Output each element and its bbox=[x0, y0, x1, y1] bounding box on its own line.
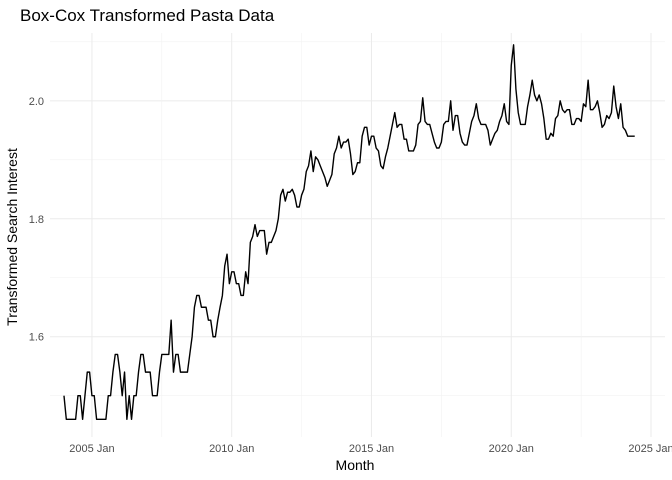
x-axis-title: Month bbox=[336, 457, 375, 473]
y-tick-label: 1.8 bbox=[29, 214, 44, 226]
y-axis-title: Transformed Search Interest bbox=[4, 148, 20, 326]
x-tick-label: 2005 Jan bbox=[69, 443, 114, 455]
y-tick-label: 2.0 bbox=[29, 96, 44, 108]
y-tick-label: 1.6 bbox=[29, 332, 44, 344]
x-axis-tick-labels: 2005 Jan 2010 Jan 2015 Jan 2020 Jan 2025 Jan bbox=[69, 443, 672, 455]
grid bbox=[50, 33, 665, 437]
x-tick-label: 2020 Jan bbox=[489, 443, 534, 455]
x-tick-label: 2015 Jan bbox=[349, 443, 394, 455]
x-tick-label: 2025 Jan bbox=[628, 443, 672, 455]
y-axis-tick-labels: 1.6 1.8 2.0 bbox=[29, 96, 44, 344]
series-line bbox=[63, 44, 635, 421]
x-tick-label: 2010 Jan bbox=[209, 443, 254, 455]
chart-title: Box-Cox Transformed Pasta Data bbox=[20, 6, 275, 25]
